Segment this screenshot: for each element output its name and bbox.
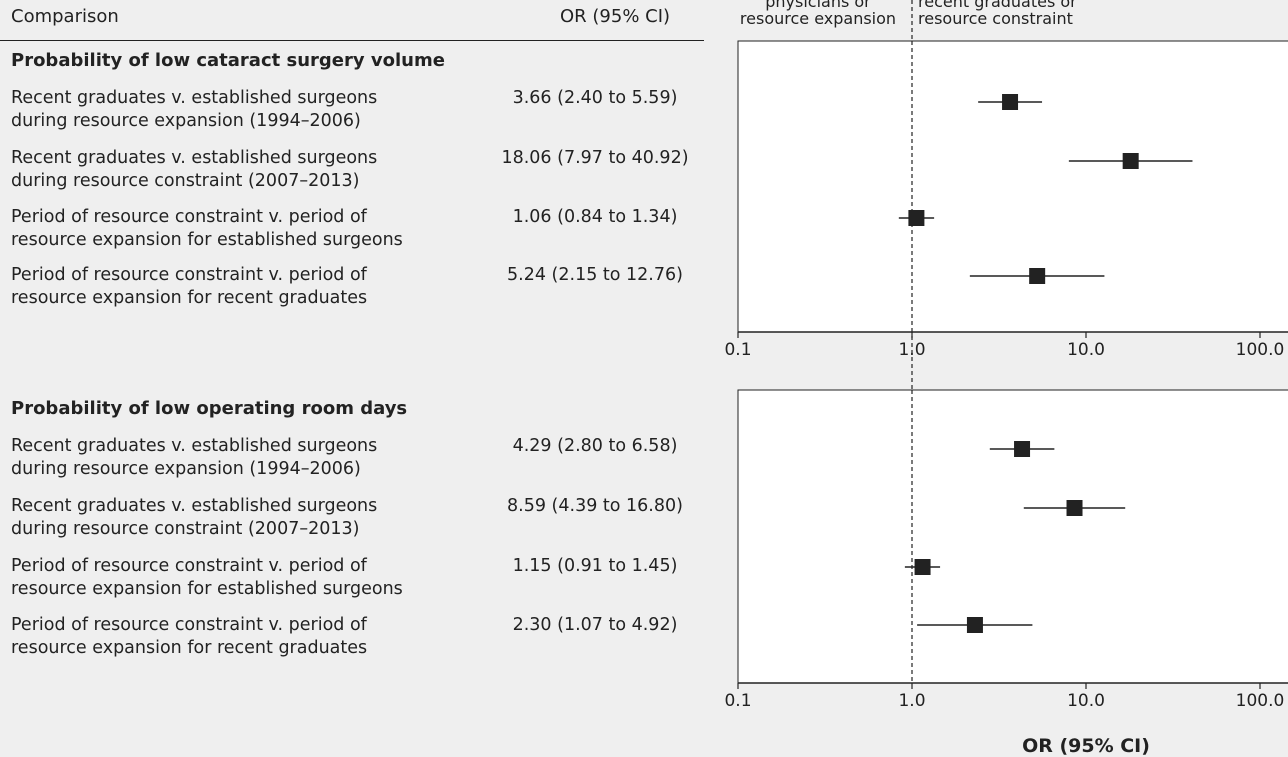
favors-left-line-2: resource expansion [739, 9, 897, 28]
panel-1-frame [737, 40, 1288, 333]
panel-1-row-1-label: Recent graduates v. established surgeons… [11, 87, 481, 133]
panel-2-title: Probability of low operating room days [11, 398, 408, 419]
x-tick-label: 10.0 [1067, 340, 1105, 360]
panel-2-row-2-label: Recent graduates v. established surgeons… [11, 495, 481, 541]
row-label-line: during resource expansion (1994–2006) [11, 459, 361, 479]
x-tick-label: 100.0 [1236, 691, 1285, 711]
row-label-line: Period of resource constraint v. period … [11, 265, 367, 285]
or-header: OR (95% CI) [560, 6, 671, 27]
point-estimate-marker [1029, 268, 1046, 284]
row-label-line: Recent graduates v. established surgeons [11, 148, 378, 168]
favors-left-label: physicians or resource expansion [730, 0, 906, 27]
row-label-line: during resource constraint (2007–2013) [11, 519, 360, 539]
x-tick-label: 10.0 [1067, 691, 1105, 711]
panel-2-row-3-label: Period of resource constraint v. period … [11, 555, 481, 601]
point-estimate-marker [966, 617, 983, 633]
point-estimate-marker [1014, 441, 1031, 457]
panel-2-row-1-or: 4.29 (2.80 to 6.58) [512, 436, 678, 456]
x-axis-title: OR (95% CI) [1022, 735, 1150, 757]
panel-1-row-2-or: 18.06 (7.97 to 40.92) [501, 148, 689, 168]
favors-left-line-1: physicians or [765, 0, 871, 11]
row-label-line: Recent graduates v. established surgeons [11, 436, 378, 456]
panel-1-row-4-label: Period of resource constraint v. period … [11, 264, 481, 310]
point-estimate-marker [1066, 500, 1083, 516]
point-estimate-marker [1122, 153, 1139, 169]
row-label-line: Period of resource constraint v. period … [11, 615, 367, 635]
row-label-line: resource expansion for established surge… [11, 579, 403, 599]
x-tick-label: 100.0 [1236, 340, 1285, 360]
point-estimate-marker [908, 210, 925, 226]
panel-2-row-3-or: 1.15 (0.91 to 1.45) [512, 556, 678, 576]
point-estimate-marker [914, 559, 931, 575]
favors-right-line-2: resource constraint [918, 9, 1073, 28]
row-label-line: resource expansion for recent graduates [11, 638, 368, 658]
panel-1-row-2-label: Recent graduates v. established surgeons… [11, 147, 481, 193]
favors-right-label: recent graduates or resource constraint [918, 0, 1078, 27]
x-tick-label: 1.0 [898, 340, 925, 360]
row-label-line: resource expansion for recent graduates [11, 288, 368, 308]
panel-2-row-2-or: 8.59 (4.39 to 16.80) [507, 496, 683, 516]
panel-1-title: Probability of low cataract surgery volu… [11, 50, 445, 71]
row-label-line: during resource expansion (1994–2006) [11, 111, 361, 131]
row-label-line: Period of resource constraint v. period … [11, 207, 367, 227]
x-tick-label: 0.1 [724, 340, 751, 360]
comparison-header: Comparison [11, 6, 119, 27]
favors-right-line-1: recent graduates or [918, 0, 1077, 11]
panel-1-row-4-or: 5.24 (2.15 to 12.76) [507, 265, 683, 285]
row-label-line: during resource constraint (2007–2013) [11, 171, 360, 191]
row-label-line: Recent graduates v. established surgeons [11, 88, 378, 108]
header-rule [0, 40, 704, 41]
panel-2-row-4-label: Period of resource constraint v. period … [11, 614, 481, 660]
row-label-line: Period of resource constraint v. period … [11, 556, 367, 576]
panel-1-row-3-or: 1.06 (0.84 to 1.34) [512, 207, 678, 227]
x-tick-label: 0.1 [724, 691, 751, 711]
panel-2-frame [737, 389, 1288, 684]
row-label-line: Recent graduates v. established surgeons [11, 496, 378, 516]
panel-2-row-1-label: Recent graduates v. established surgeons… [11, 435, 481, 481]
row-label-line: resource expansion for established surge… [11, 230, 403, 250]
panel-1-row-3-label: Period of resource constraint v. period … [11, 206, 481, 252]
panel-2-row-4-or: 2.30 (1.07 to 4.92) [512, 615, 678, 635]
panel-1-row-1-or: 3.66 (2.40 to 5.59) [512, 88, 678, 108]
point-estimate-marker [1002, 94, 1019, 110]
x-tick-label: 1.0 [898, 691, 925, 711]
